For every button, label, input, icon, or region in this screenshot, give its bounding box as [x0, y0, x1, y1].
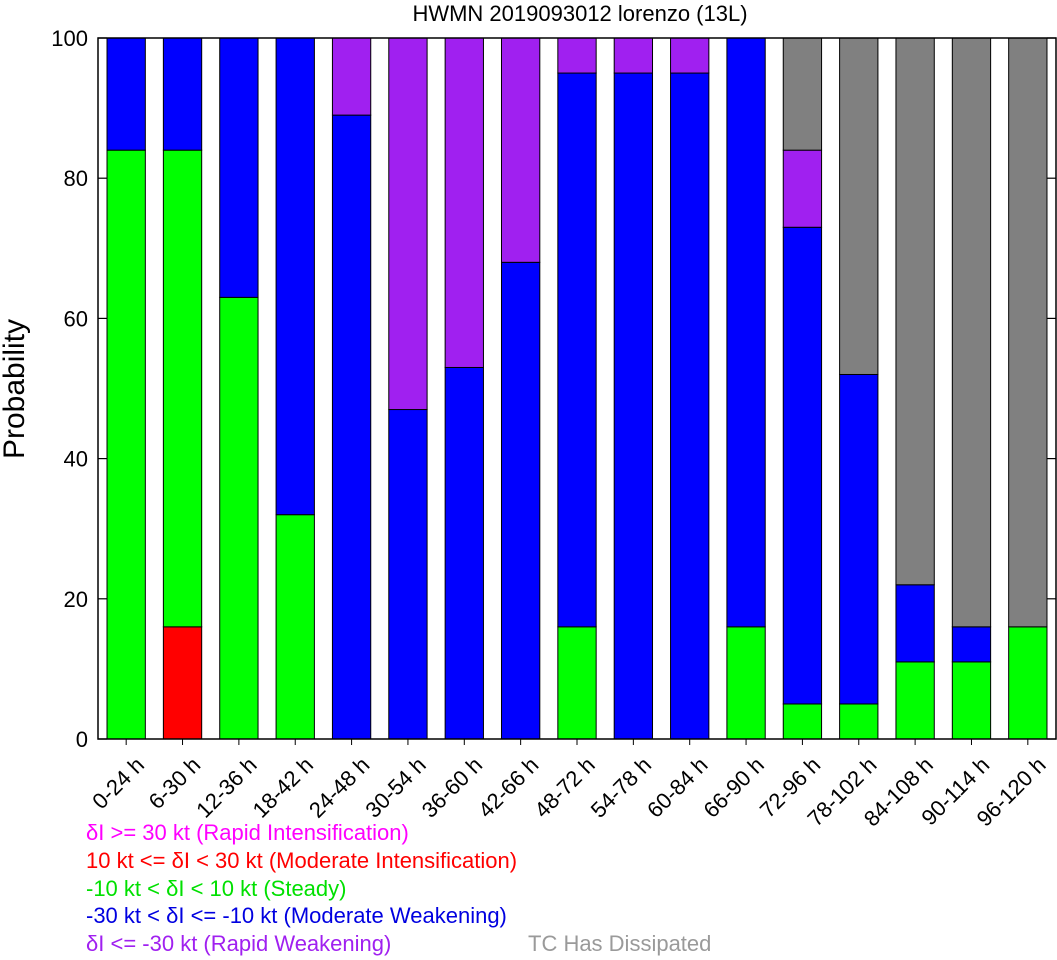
bar-segment-96-120h-series-5: [1008, 37, 1048, 628]
y-tick-label-40: 40: [64, 447, 88, 472]
bar-segment-72-96h-series-4: [782, 149, 823, 228]
x-tick-label-54-78h: 54-78 h: [586, 752, 656, 822]
bar-segment-78-102h-series-2: [839, 703, 879, 740]
y-axis-label: Probability: [0, 319, 31, 459]
bar-segment-96-120h-series-2: [1008, 626, 1048, 740]
bar-segment-60-84h-series-4: [670, 37, 710, 74]
bar-segment-54-78h-series-4: [613, 37, 654, 74]
bar-segment-54-78h-series-3: [613, 72, 654, 740]
y-tick-label-80: 80: [64, 166, 88, 191]
bar-segment-90-114h-series-3: [951, 626, 992, 663]
y-tick-label-0: 0: [76, 727, 88, 752]
bar-segment-18-42h-series-2: [275, 514, 315, 740]
y-tick-label-100: 100: [51, 26, 88, 51]
legend-moderate-intensification: 10 kt <= δI < 30 kt (Moderate Intensific…: [86, 848, 518, 873]
bar-segment-0-24h-series-2: [106, 149, 146, 740]
legend-moderate-weakening: -30 kt < δI <= -10 kt (Moderate Weakenin…: [86, 903, 507, 928]
bar-segment-90-114h-series-2: [951, 661, 992, 740]
bar-segment-12-36h-series-2: [219, 296, 259, 740]
bar-segment-36-60h-series-3: [444, 366, 484, 740]
bar-segment-6-30h-series-2: [162, 149, 203, 628]
x-axis: 0-24 h6-30 h12-36 h18-42 h24-48 h30-54 h…: [87, 739, 1051, 831]
bar-segment-84-108h-series-2: [895, 661, 935, 740]
x-tick-label-30-54h: 30-54 h: [360, 752, 430, 822]
bar-segment-6-30h-series-1: [162, 626, 203, 740]
legend-rapid-intensification: δI >= 30 kt (Rapid Intensification): [86, 820, 409, 845]
bar-segment-0-24h-series-3: [106, 37, 146, 151]
legend-tc-dissipated: TC Has Dissipated: [528, 931, 712, 956]
bar-segment-24-48h-series-3: [331, 114, 372, 740]
bar-segment-24-48h-series-4: [331, 37, 372, 116]
bar-segment-30-54h-series-3: [388, 409, 428, 740]
x-tick-label-0-24h: 0-24 h: [87, 752, 149, 814]
bar-segment-30-54h-series-4: [388, 37, 428, 411]
bar-segment-48-72h-series-4: [557, 37, 597, 74]
x-tick-label-18-42h: 18-42 h: [248, 752, 318, 822]
bar-segment-78-102h-series-5: [839, 37, 879, 375]
y-tick-label-60: 60: [64, 306, 88, 331]
bar-segment-42-66h-series-4: [500, 37, 541, 263]
x-tick-label-60-84h: 60-84 h: [642, 752, 712, 822]
bar-segment-66-90h-series-2: [726, 626, 766, 740]
bar-segment-72-96h-series-5: [782, 37, 823, 151]
bar-segment-72-96h-series-2: [782, 703, 823, 740]
x-tick-label-66-90h: 66-90 h: [698, 752, 768, 822]
x-tick-label-12-36h: 12-36 h: [191, 752, 261, 822]
bar-segment-78-102h-series-3: [839, 373, 879, 705]
bar-segment-48-72h-series-3: [557, 72, 597, 628]
x-tick-label-36-60h: 36-60 h: [417, 752, 487, 822]
bar-segment-48-72h-series-2: [557, 626, 597, 740]
bar-segment-66-90h-series-3: [726, 37, 766, 628]
bar-segment-42-66h-series-3: [500, 261, 541, 740]
bar-segment-84-108h-series-3: [895, 584, 935, 663]
bar-segment-12-36h-series-3: [219, 37, 259, 298]
bar-segment-18-42h-series-3: [275, 37, 315, 516]
chart-title: HWMN 2019093012 lorenzo (13L): [412, 1, 747, 26]
bar-segment-6-30h-series-3: [162, 37, 203, 151]
bar-segment-84-108h-series-5: [895, 37, 935, 586]
y-tick-label-20: 20: [64, 587, 88, 612]
x-tick-label-48-72h: 48-72 h: [529, 752, 599, 822]
bar-segment-60-84h-series-3: [670, 72, 710, 740]
x-tick-label-42-66h: 42-66 h: [473, 752, 543, 822]
bar-segment-72-96h-series-3: [782, 226, 823, 705]
bar-segment-90-114h-series-5: [951, 37, 992, 628]
bar-segment-36-60h-series-4: [444, 37, 484, 368]
legend-steady: -10 kt < δI < 10 kt (Steady): [86, 876, 347, 901]
legend-rapid-weakening: δI <= -30 kt (Rapid Weakening): [86, 931, 392, 956]
bars-layer: [106, 37, 1048, 740]
x-tick-label-24-48h: 24-48 h: [304, 752, 374, 822]
y-axis: 0 20 40 60 80 100: [51, 26, 1056, 752]
